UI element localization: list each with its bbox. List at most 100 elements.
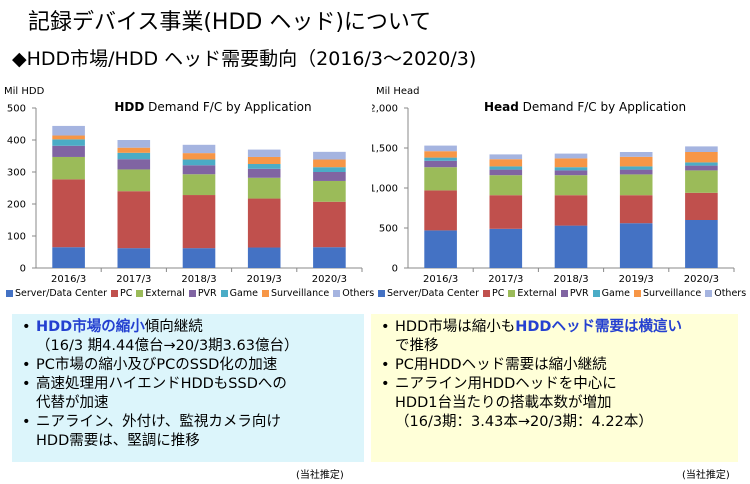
- bullet-item: • PC市場の縮小及びPCのSSD化の加速: [22, 357, 278, 373]
- legend-label: External: [145, 288, 185, 299]
- bar-segment: [117, 147, 151, 153]
- legend-swatch: [333, 290, 341, 297]
- x-tick-label: 2018/3: [181, 274, 216, 284]
- hdd-chart-legend: Server/Data Center PC External PVR Game Surve…: [6, 288, 378, 299]
- x-tick-label: 2016/3: [51, 274, 86, 284]
- x-tick-label: 2017/3: [488, 274, 523, 284]
- y-tick-label: 1,000: [372, 184, 398, 195]
- bar-segment: [619, 169, 653, 175]
- bar-segment: [247, 156, 281, 164]
- bar-segment: [554, 225, 588, 268]
- legend-label: Surveillance: [270, 288, 330, 299]
- bar-segment: [313, 247, 346, 268]
- y-axis-label: Mil Head: [376, 86, 420, 97]
- bar-segment: [313, 172, 346, 181]
- bar-segment: [685, 192, 718, 220]
- bar-segment: [117, 169, 151, 192]
- y-tick-label: 200: [7, 200, 26, 211]
- y-tick-label: 100: [7, 232, 26, 243]
- bar-segment: [619, 166, 653, 170]
- estimate-note: (当社推定): [296, 470, 344, 481]
- bar-segment: [424, 230, 457, 268]
- bullet-continuation: （16/3期：3.43本→20/3期：4.22本）: [395, 414, 653, 430]
- bar-segment: [247, 149, 281, 157]
- legend-item: PVR: [188, 288, 217, 299]
- chart-title-bold: HDD: [114, 100, 144, 114]
- x-tick-label: 2020/3: [312, 274, 347, 284]
- bar-segment: [685, 146, 718, 152]
- chart-title-rest: Demand F/C by Application: [144, 100, 311, 114]
- x-tick-label: 2020/3: [684, 274, 719, 284]
- hdd-market-summary: • HDD市場の縮小傾向継続 （16/3 期4.44億台→20/3期3.63億台）…: [12, 314, 364, 462]
- y-tick-label: 300: [7, 168, 26, 179]
- legend-label: PVR: [197, 288, 217, 299]
- x-tick-label: 2017/3: [116, 274, 151, 284]
- bar-segment: [685, 162, 718, 166]
- bullet-text: HDD市場は縮小も: [395, 319, 516, 335]
- legend-label: PVR: [569, 288, 589, 299]
- legend-item: Game: [220, 288, 258, 299]
- bar-segment: [182, 248, 216, 268]
- bar-segment: [424, 160, 457, 168]
- chart-title: Head Demand F/C by Application: [484, 100, 686, 114]
- bar-segment: [619, 152, 653, 157]
- bar-segment: [685, 220, 718, 268]
- bar-segment: [182, 144, 216, 154]
- bar-segment: [489, 195, 523, 229]
- legend-item: Others: [333, 288, 374, 299]
- bar-segment: [489, 154, 523, 160]
- bullet-item: • ニアライン、外付け、監視カメラ向け: [22, 414, 281, 430]
- bar-segment: [247, 168, 281, 178]
- chart-title-rest: Demand F/C by Application: [519, 100, 686, 114]
- chart-title: HDD Demand F/C by Application: [114, 100, 311, 114]
- bar-segment: [685, 170, 718, 193]
- bullet-continuation: で推移: [395, 338, 439, 354]
- estimate-note: (当社推定): [682, 470, 730, 481]
- bar-segment: [424, 145, 457, 152]
- bar-segment: [489, 228, 523, 268]
- legend-label: Surveillance: [642, 288, 702, 299]
- legend-label: Others: [714, 288, 747, 299]
- page-title: 記録デバイス事業(HDD ヘッド)について: [28, 10, 432, 35]
- legend-item: Others: [705, 288, 746, 299]
- chart-title-bold: Head: [484, 100, 519, 114]
- bar-segment: [554, 195, 588, 226]
- bar-segment: [685, 165, 718, 171]
- bar-segment: [554, 153, 588, 159]
- legend-item: Surveillance: [633, 288, 702, 299]
- legend-item: Surveillance: [261, 288, 330, 299]
- bar-segment: [52, 179, 85, 248]
- bar-segment: [489, 159, 523, 167]
- y-tick-label: 500: [379, 224, 398, 235]
- bullet-text: 高速処理用ハイエンドHDDもSSDへの: [36, 376, 287, 392]
- legend-swatch: [188, 290, 196, 297]
- legend-swatch: [261, 290, 269, 297]
- bar-segment: [52, 125, 85, 136]
- bullet-text: 傾向継続: [144, 319, 203, 335]
- legend-item: External: [136, 288, 185, 299]
- bar-segment: [52, 135, 85, 140]
- bullet-item: • HDD市場の縮小傾向継続: [22, 319, 203, 335]
- legend-swatch: [592, 290, 600, 297]
- legend-swatch: [136, 290, 144, 297]
- x-tick-label: 2018/3: [553, 274, 588, 284]
- legend-item: PVR: [560, 288, 589, 299]
- bar-segment: [619, 195, 653, 224]
- legend-item: PC: [111, 288, 132, 299]
- legend-item: Server/Data Center: [378, 288, 479, 299]
- legend-label: Server/Data Center: [15, 288, 108, 299]
- bar-segment: [313, 201, 346, 248]
- bar-segment: [424, 151, 457, 158]
- head-demand-chart: Mil Head Head Demand F/C by Application 0 5…: [372, 84, 744, 284]
- bar-segment: [554, 158, 588, 168]
- legend-swatch: [220, 290, 228, 297]
- bar-segment: [52, 247, 85, 268]
- bar-segment: [182, 195, 216, 249]
- bar-segment: [424, 167, 457, 191]
- bullet-item: • ニアライン用HDDヘッドを中心に: [381, 376, 617, 392]
- legend-swatch: [560, 290, 568, 297]
- bar-segment: [117, 248, 151, 268]
- bar-segment: [313, 180, 346, 202]
- legend-label: Game: [601, 288, 630, 299]
- bar-segment: [313, 159, 346, 168]
